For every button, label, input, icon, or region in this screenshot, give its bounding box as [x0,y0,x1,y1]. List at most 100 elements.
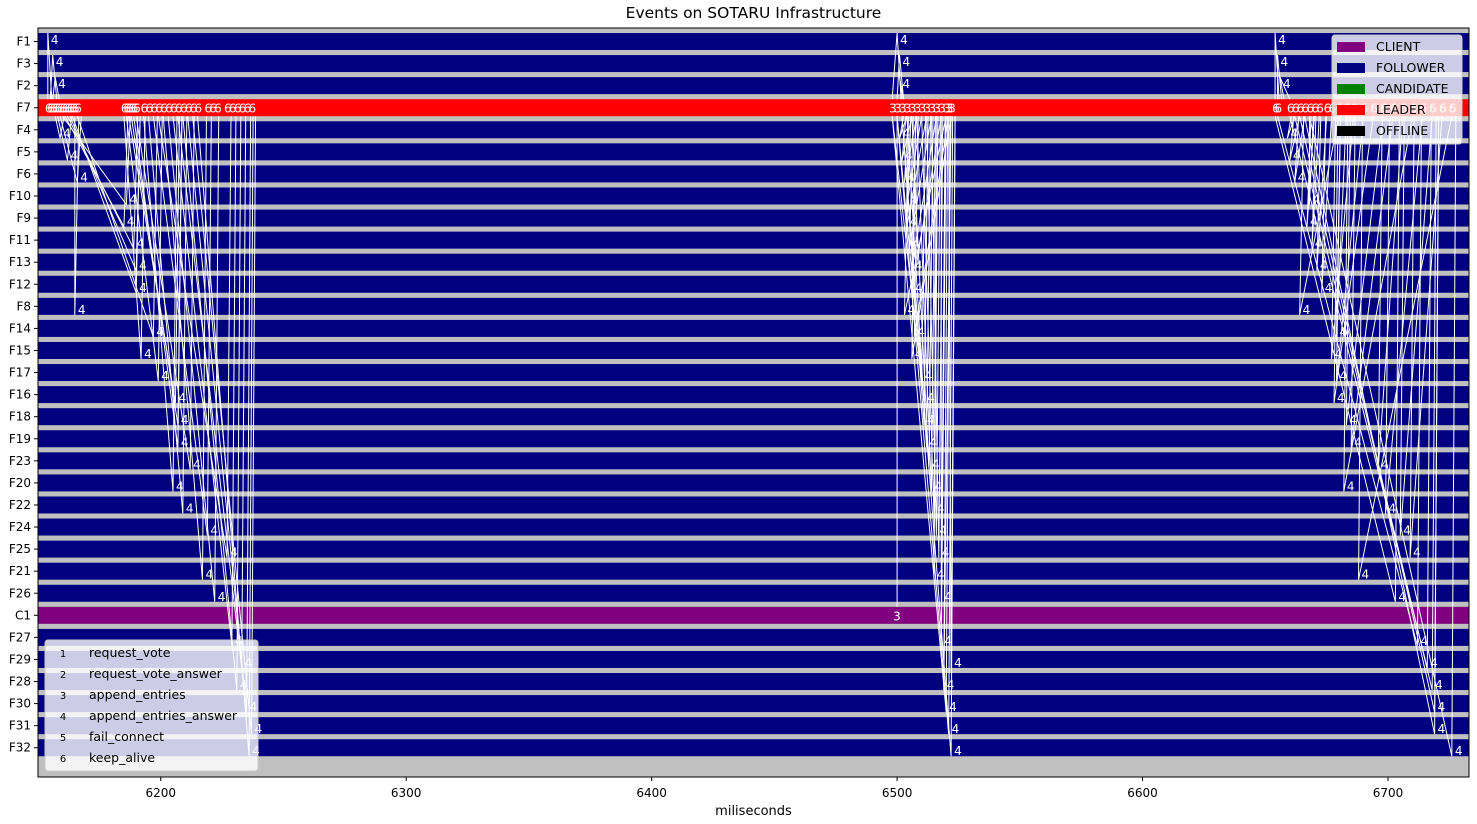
reply-arrow-0-f21 [162,116,207,580]
state-swatch-leader [1337,105,1365,115]
lane-bar-f26 [38,584,1469,602]
send-label-0-7: 6 [62,102,70,116]
reply-label-2-f30: 4 [1438,700,1446,714]
reply-label-1-f18: 4 [927,413,935,427]
message-code-4: 4 [60,712,66,723]
reply-label-1-f12: 4 [915,281,923,295]
lane-bar-f22 [38,496,1469,514]
reply-label-1-f31: 4 [952,722,960,736]
message-label-append-entries-answer: append_entries_answer [89,708,238,723]
y-tick-label-f3: F3 [16,57,31,71]
y-tick-label-f6: F6 [16,167,31,181]
reply-label-1-f19: 4 [930,435,938,449]
send-label-2-9: 6 [1324,102,1332,116]
reply-label-2-f10: 4 [1312,192,1320,206]
reply-label-2-f2: 4 [1283,77,1291,91]
client-label-1: 3 [893,609,901,623]
x-axis: 6200 6300 6400 6500 6600 6700 [145,777,1403,800]
send-label-0-17: 6 [131,102,139,116]
reply-arrow-2-f2 [1279,76,1291,100]
reply-label-2-f4: 4 [1290,126,1298,140]
state-swatch-offline [1337,126,1365,136]
send-label-0-36: 6 [234,102,242,116]
send-label-2-0: 6 [1272,102,1280,116]
state-legend-label-follower: FOLLOWER [1376,60,1446,75]
y-tick-label-f5: F5 [16,145,31,159]
reply-label-1-f32: 4 [954,744,962,758]
send-label-0-31: 6 [204,102,212,116]
message-label-fail-connect: fail_connect [89,729,164,744]
y-tick-label-f23: F23 [9,454,31,468]
reply-label-1-f5: 4 [905,148,913,162]
send-label-0-13: 6 [121,102,129,116]
reply-label-1-f29: 4 [954,656,962,670]
reply-label-2-f32: 4 [1455,744,1463,758]
message-legend-box [44,639,259,772]
send-label-2-2: 6 [1287,102,1295,116]
reply-arrow-0-f25 [157,116,232,558]
lane-bar-f3 [38,55,1469,73]
reply-arrow-1-f3 [896,55,905,100]
reply-arrow-1-f30 [891,116,951,713]
lane-bar-f29 [38,650,1469,668]
reply-label-0-f12: 4 [139,281,147,295]
reply-label-2-f15: 4 [1335,347,1343,361]
reply-label-1-f27: 4 [944,634,952,648]
send-label-1-10: 3 [938,102,946,116]
state-legend-label-client: CLIENT [1376,39,1421,54]
y-tick-label-f30: F30 [9,697,31,711]
reply-arrow-2-f27 [1277,116,1422,647]
reply-label-1-f26: 4 [944,590,952,604]
reply-arrow-2-f25 [1409,116,1443,558]
x-tick-label-6400: 6400 [636,786,667,800]
lane-bar-f2 [38,77,1469,95]
lane-bar-f18 [38,408,1469,426]
send-label-0-23: 6 [160,102,168,116]
reply-label-0-f20: 4 [176,479,184,493]
lane-bar-f25 [38,540,1469,558]
reply-label-2-f8: 4 [1303,303,1311,317]
reply-label-0-f6: 4 [80,170,88,184]
send-label-0-21: 6 [150,102,158,116]
lane-bar-f16 [38,386,1469,404]
send-label-0-25: 6 [170,102,178,116]
send-label-1-3: 3 [904,102,912,116]
message-label-keep-alive: keep_alive [89,750,155,765]
reply-label-2-f12: 4 [1325,281,1333,295]
y-tick-label-f29: F29 [9,652,31,666]
x-tick-label-6600: 6600 [1127,786,1158,800]
send-label-0-20: 6 [145,102,153,116]
lane-bar-f17 [38,364,1469,382]
y-axis: F1 F3 F2 F7 F4 F5 F6 F10 F9 F11 F13 F12 F8 F14 F15 F17 F… [9,35,38,755]
send-label-1-5: 3 [914,102,922,116]
reply-label-1-f24: 4 [939,524,947,538]
reply-label-0-f17: 4 [161,369,169,383]
send-label-0-12: 6 [74,102,82,116]
send-label-0-0: 6 [45,102,53,116]
reply-label-0-f13: 4 [139,259,147,273]
send-label-2-1: 6 [1275,102,1283,116]
send-label-1-6: 3 [919,102,927,116]
send-label-0-9: 6 [67,102,75,116]
reply-arrow-0-f24 [152,116,212,536]
message-code-6: 6 [60,754,66,765]
message-legend: 1 request_vote 2 request_vote_answer 3 append… [44,639,259,772]
reply-arrow-0-f8 [74,116,80,315]
lane-bar-f5 [38,143,1469,161]
message-code-3: 3 [60,691,66,702]
send-label-0-11: 6 [72,102,80,116]
reply-label-1-f4: 4 [903,126,911,140]
reply-label-0-f10: 4 [129,192,137,206]
reply-label-1-f23: 4 [932,457,940,471]
reply-label-2-f21: 4 [1362,568,1370,582]
reply-label-1-f28: 4 [947,678,955,692]
reply-label-2-f11: 4 [1315,237,1323,251]
lane-bar-f30 [38,695,1469,713]
lane-bar-f10 [38,187,1469,205]
lanes-layer [38,28,1469,777]
lane-bar-f14 [38,319,1469,337]
reply-arrow-0-f10 [62,115,131,206]
y-tick-label-f16: F16 [9,388,31,402]
lane-bar-f6 [38,165,1469,183]
y-tick-label-f11: F11 [9,233,31,247]
